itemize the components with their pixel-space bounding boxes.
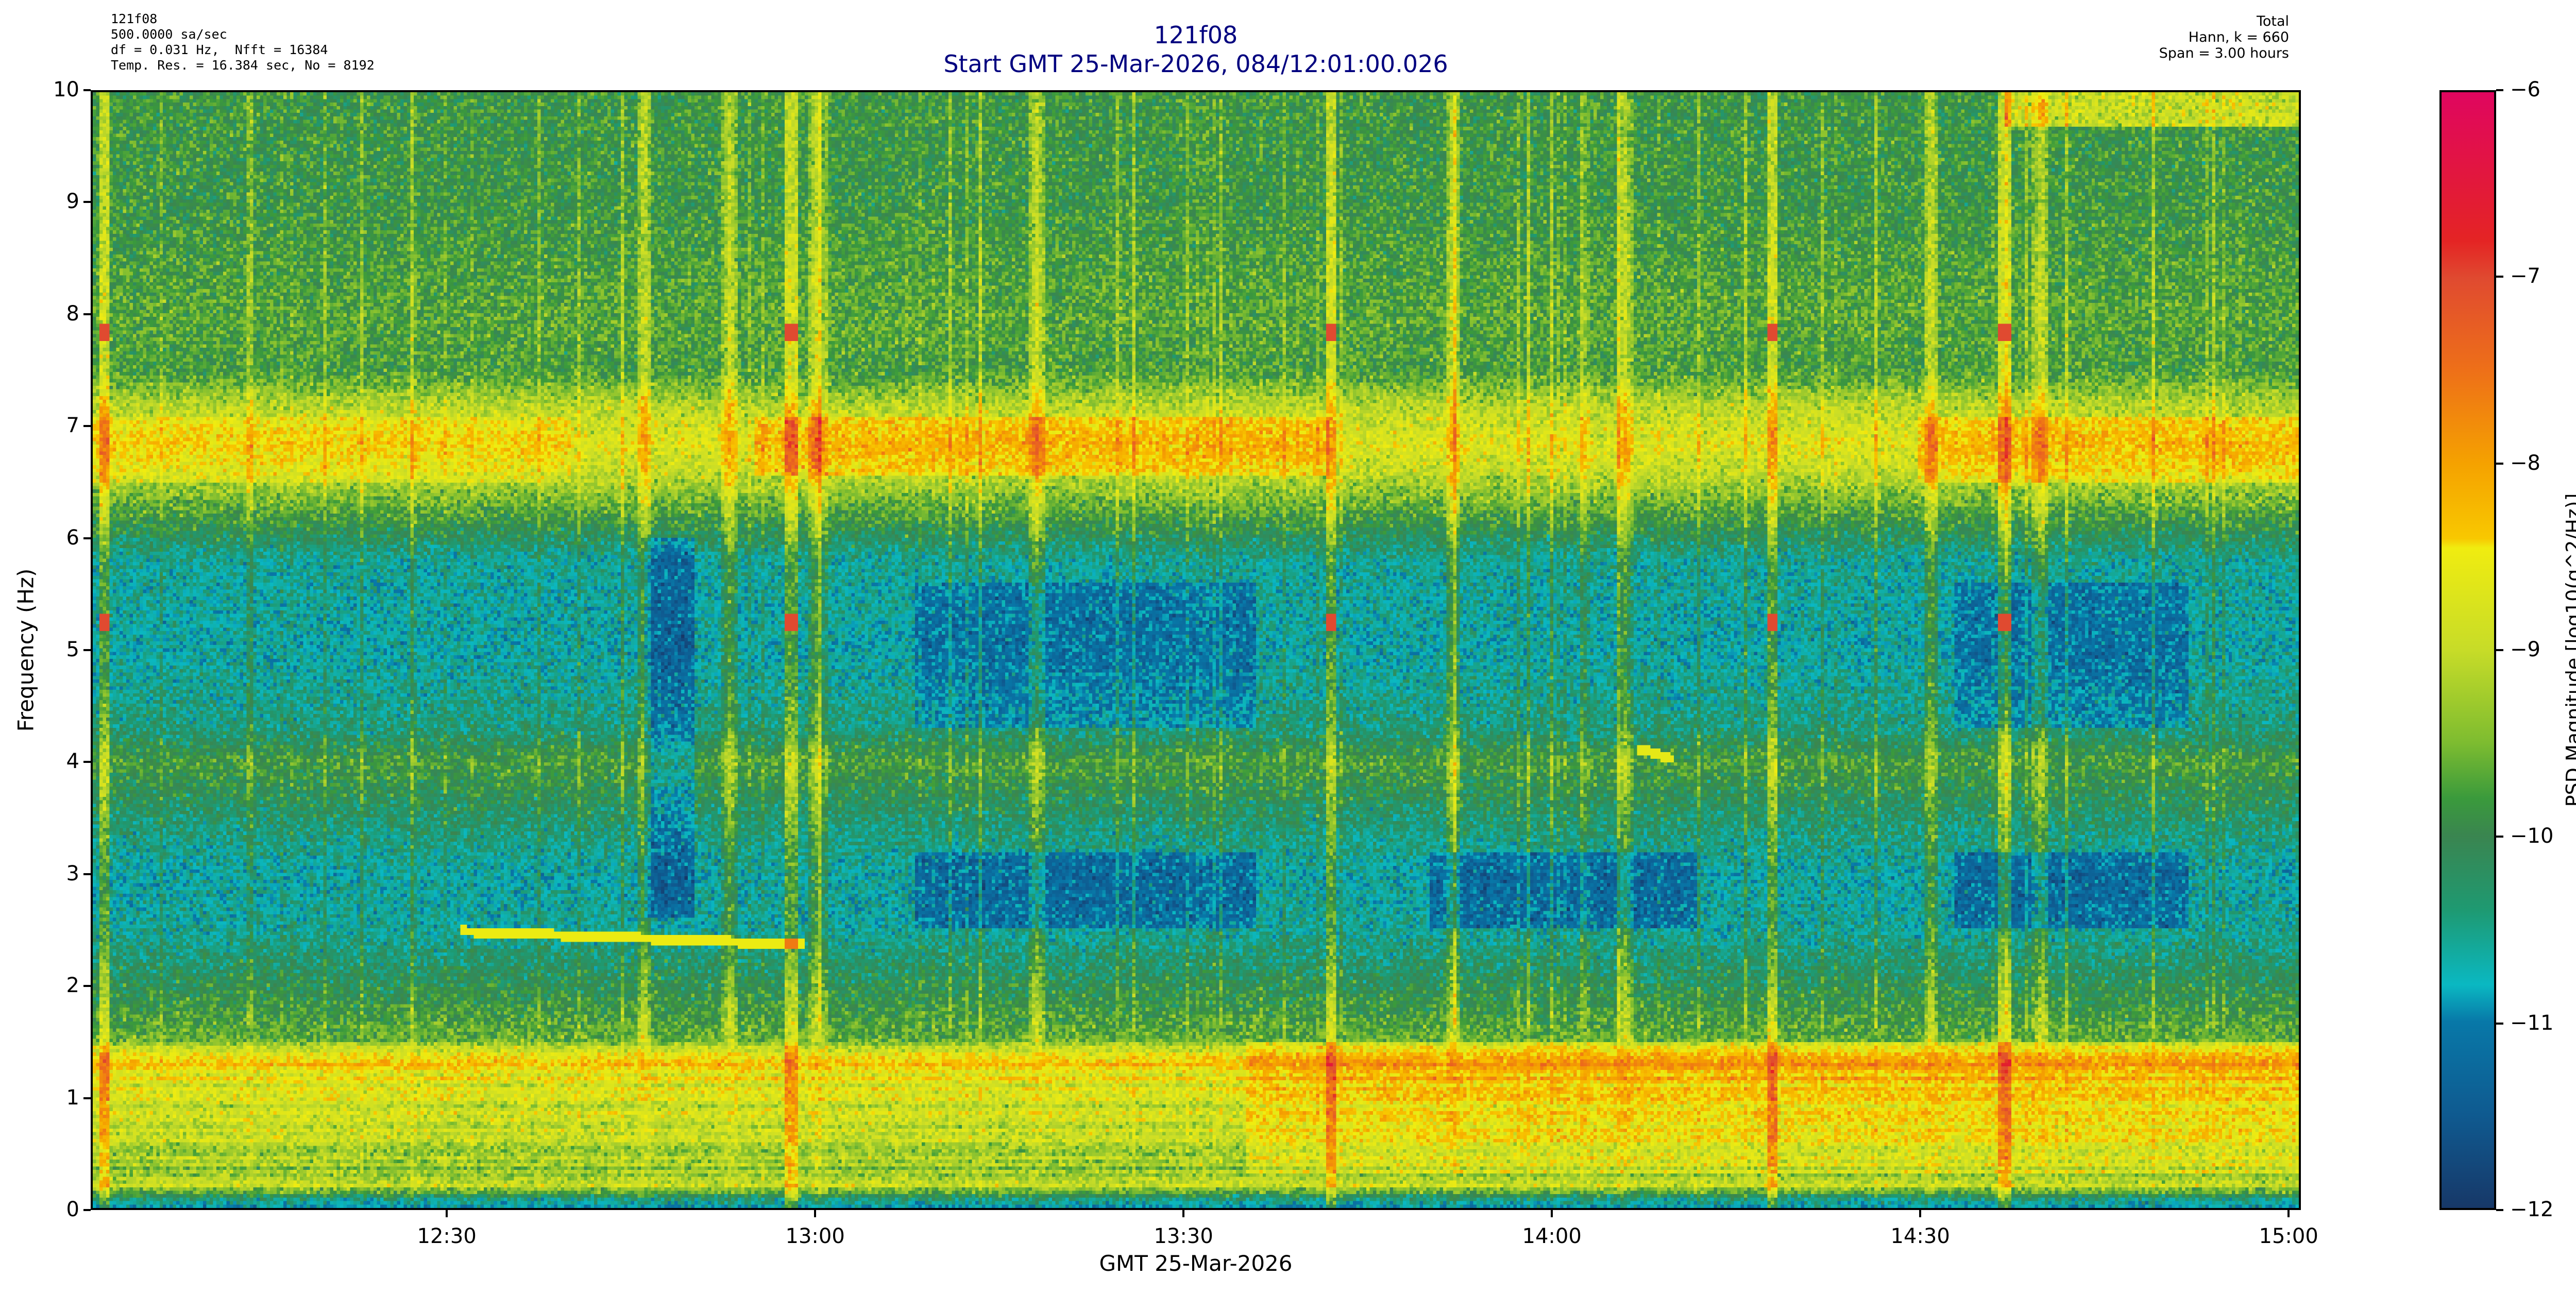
y-tick-label: 2: [66, 974, 79, 998]
y-tick-mark: [83, 201, 91, 203]
info-line: 500.0000 sa/sec: [111, 27, 227, 42]
x-tick-label: 13:00: [785, 1224, 845, 1248]
y-tick-label: 6: [66, 525, 79, 550]
y-tick-label: 7: [66, 414, 79, 438]
y-tick-label: 5: [66, 638, 79, 661]
y-tick-label: 10: [53, 78, 79, 101]
colorbar-tick-mark: [2496, 649, 2503, 651]
info-line: Total: [2256, 13, 2289, 29]
x-tick-label: 15:00: [2259, 1224, 2318, 1248]
colorbar-tick-mark: [2496, 89, 2503, 91]
y-tick-label: 4: [66, 750, 79, 774]
x-tick-mark: [814, 1210, 817, 1217]
y-tick-mark: [83, 537, 91, 539]
colorbar-tick-mark: [2496, 836, 2503, 838]
chart-subtitle: Start GMT 25-Mar-2026, 084/12:01:00.026: [943, 50, 1448, 78]
spectrogram-plot-area: [91, 90, 2301, 1210]
x-tick-mark: [446, 1210, 448, 1217]
x-tick-label: 12:30: [417, 1224, 477, 1248]
y-tick-mark: [83, 649, 91, 651]
colorbar-tick-mark: [2496, 1209, 2503, 1211]
info-line: Hann, k = 660: [2188, 29, 2289, 45]
y-tick-label: 1: [66, 1085, 79, 1110]
x-tick-mark: [2287, 1210, 2290, 1217]
info-line: 121f08: [111, 11, 158, 26]
y-tick-mark: [83, 761, 91, 763]
y-tick-mark: [83, 425, 91, 428]
info-line: df = 0.031 Hz, Nfft = 16384: [111, 42, 328, 57]
y-tick-mark: [83, 1097, 91, 1099]
x-tick-label: 13:30: [1154, 1224, 1213, 1248]
y-tick-mark: [83, 313, 91, 315]
y-tick-mark: [83, 985, 91, 987]
y-axis-label: Frequency (Hz): [13, 568, 39, 732]
y-tick-mark: [83, 1209, 91, 1211]
y-tick-mark: [83, 873, 91, 875]
colorbar-tick-label: −7: [2510, 264, 2540, 288]
info-line: Temp. Res. = 16.384 sec, No = 8192: [111, 58, 375, 73]
colorbar-tick-label: −8: [2510, 451, 2540, 475]
x-tick-label: 14:00: [1522, 1224, 1582, 1248]
colorbar-label: PSD Magnitude [log10(g^2/Hz)]: [2562, 493, 2576, 807]
colorbar-tick-mark: [2496, 1022, 2503, 1025]
colorbar-tick-label: −9: [2510, 638, 2540, 661]
colorbar-tick-label: −10: [2510, 824, 2554, 848]
header-right-info: Total Hann, k = 660 Span = 3.00 hours: [2159, 13, 2289, 61]
x-tick-label: 14:30: [1890, 1224, 1950, 1248]
colorbar-tick-label: −6: [2510, 78, 2540, 101]
colorbar: [2439, 90, 2496, 1210]
y-tick-mark: [83, 89, 91, 91]
chart-title: 121f08: [1154, 21, 1238, 49]
chart-title-block: 121f08 Start GMT 25-Mar-2026, 084/12:01:…: [681, 21, 1711, 78]
x-tick-mark: [1182, 1210, 1185, 1217]
y-tick-label: 3: [66, 861, 79, 886]
x-tick-mark: [1551, 1210, 1553, 1217]
colorbar-tick-label: −12: [2510, 1198, 2554, 1221]
colorbar-tick-mark: [2496, 462, 2503, 465]
x-tick-mark: [1919, 1210, 1922, 1217]
y-tick-label: 9: [66, 190, 79, 214]
colorbar-tick-mark: [2496, 276, 2503, 278]
header-left-info: 121f08 500.0000 sa/sec df = 0.031 Hz, Nfft…: [111, 11, 375, 73]
colorbar-tick-label: −11: [2510, 1011, 2554, 1035]
info-line: Span = 3.00 hours: [2159, 45, 2289, 61]
y-tick-label: 8: [66, 301, 79, 326]
x-axis-label: GMT 25-Mar-2026: [1099, 1251, 1293, 1276]
y-tick-label: 0: [66, 1198, 79, 1221]
spectrogram-heatmap: [93, 92, 2299, 1208]
